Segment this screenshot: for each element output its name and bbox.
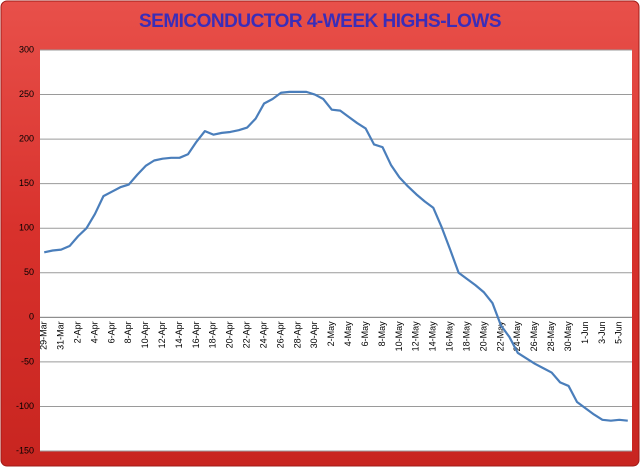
x-tick-label: 29-Mar (39, 321, 49, 350)
x-tick-label: 14-Apr (174, 321, 184, 348)
x-tick-label: 16-May (445, 321, 455, 352)
x-tick-label: 12-Apr (157, 321, 167, 348)
x-tick-label: 10-May (394, 321, 404, 352)
y-tick-label: 50 (24, 267, 34, 277)
x-tick-label: 20-Apr (225, 321, 235, 348)
x-tick-label: 12-May (411, 321, 421, 352)
x-tick-label: 26-Apr (275, 321, 285, 348)
x-tick-label: 2-Apr (72, 321, 82, 343)
chart-title: SEMICONDUCTOR 4-WEEK HIGHS-LOWS (139, 11, 501, 32)
x-tick-label: 31-Mar (56, 321, 66, 350)
x-tick-label: 5-Jun (614, 321, 624, 344)
y-tick-label: 150 (19, 178, 34, 188)
y-tick-label: -50 (21, 356, 34, 366)
x-tick-label: 30-Apr (309, 321, 319, 348)
plot-area (40, 50, 632, 451)
x-tick-label: 30-May (563, 321, 573, 352)
x-tick-label: 6-Apr (106, 321, 116, 343)
y-tick-label: 250 (19, 89, 34, 99)
x-tick-label: 2-May (326, 321, 336, 347)
x-tick-label: 24-May (512, 321, 522, 352)
x-tick-label: 16-Apr (191, 321, 201, 348)
x-tick-label: 22-Apr (242, 321, 252, 348)
y-tick-label: 300 (19, 44, 34, 54)
x-tick-label: 4-May (343, 321, 353, 347)
x-tick-label: 14-May (428, 321, 438, 352)
x-tick-label: 8-Apr (123, 321, 133, 343)
x-tick-label: 26-May (529, 321, 539, 352)
x-tick-label: 28-Apr (292, 321, 302, 348)
x-tick-label: 28-May (546, 321, 556, 352)
x-tick-label: 10-Apr (140, 321, 150, 348)
x-tick-label: 24-Apr (258, 321, 268, 348)
y-tick-label: -100 (16, 401, 34, 411)
x-tick-label: 6-May (360, 321, 370, 347)
x-tick-label: 1-Jun (580, 321, 590, 344)
y-tick-label: -150 (16, 445, 34, 455)
y-tick-label: 0 (29, 312, 34, 322)
x-tick-label: 8-May (377, 321, 387, 347)
x-tick-label: 18-May (461, 321, 471, 352)
x-tick-label: 22-May (495, 321, 505, 352)
y-tick-label: 100 (19, 223, 34, 233)
x-tick-label: 4-Apr (89, 321, 99, 343)
x-tick-label: 3-Jun (597, 321, 607, 344)
y-tick-label: 200 (19, 133, 34, 143)
data-line (44, 90, 628, 422)
x-tick-label: 20-May (478, 321, 488, 352)
x-tick-label: 18-Apr (208, 321, 218, 348)
